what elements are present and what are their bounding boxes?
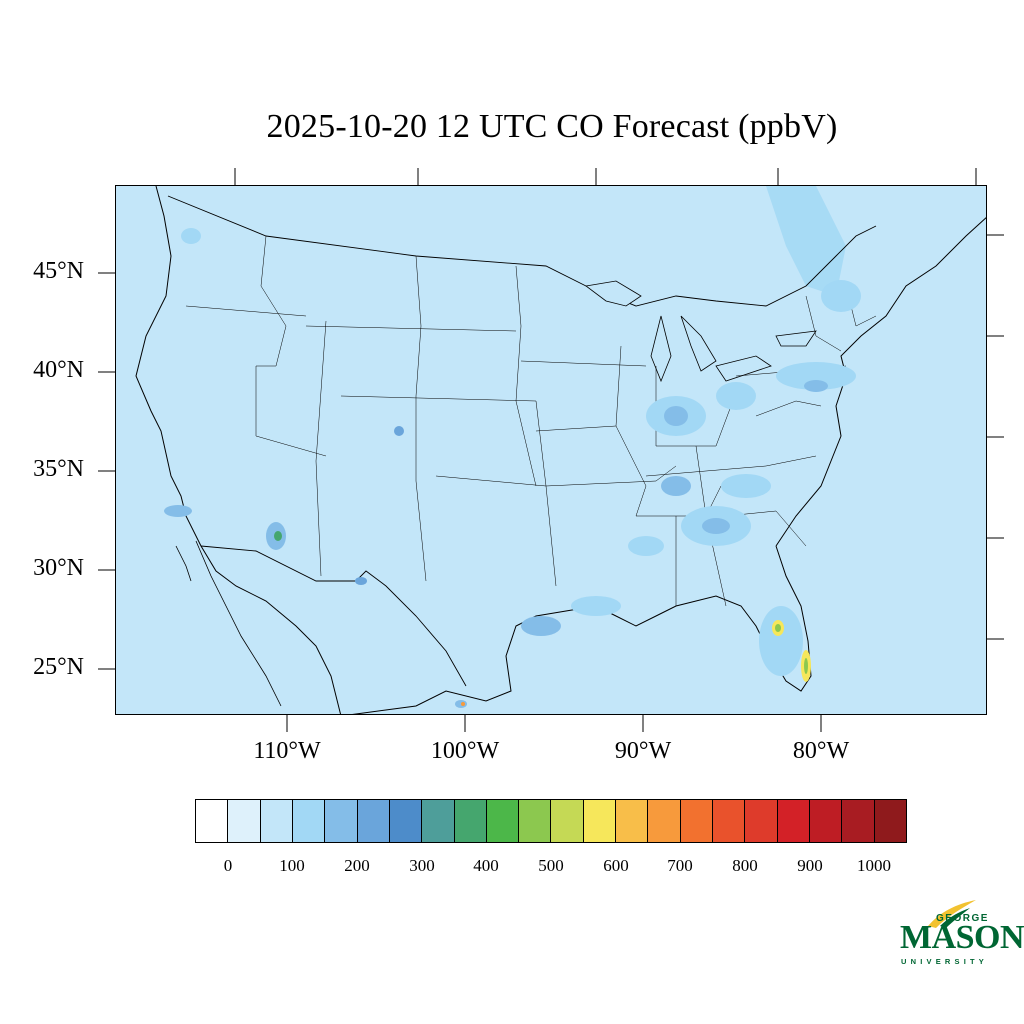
map-canvas: [135, 186, 986, 714]
colorbar-swatch: [777, 800, 810, 842]
lat-label-25n: 25°N: [33, 654, 84, 680]
great-lakes: [585, 280, 817, 383]
colorbar-swatch: [874, 800, 906, 842]
colorbar-swatch: [292, 800, 326, 842]
colorbar-swatch: [745, 800, 778, 842]
colorbar-swatch: [680, 800, 713, 842]
colorbar-swatch: [551, 800, 584, 842]
co-concentration-field: [164, 228, 861, 708]
lat-label-45n: 45°N: [33, 258, 84, 284]
colorbar-label: 500: [538, 856, 564, 875]
logo-swoosh-icon: [928, 900, 976, 928]
logo-university-text: UNIVERSITY: [901, 957, 989, 966]
colorbar-swatch: [454, 800, 487, 842]
colorbar-swatch: [260, 800, 293, 842]
logo-mason-text: MASON: [900, 919, 1024, 956]
colorbar-swatch: [196, 800, 229, 842]
colorbar-swatch: [648, 800, 681, 842]
lat-label-35n: 35°N: [33, 456, 84, 482]
colorbar-swatch: [389, 800, 423, 842]
lon-label-110w: 110°W: [253, 738, 321, 764]
lat-label-40n: 40°N: [33, 357, 84, 383]
colorbar-swatch: [713, 800, 746, 842]
colorbar-label: 300: [409, 856, 435, 875]
colorbar: [195, 799, 907, 843]
colorbar-label: 600: [603, 856, 629, 875]
colorbar-label: 1000: [857, 856, 891, 875]
colorbar-swatch: [583, 800, 617, 842]
colorbar-swatch: [357, 800, 390, 842]
state-boundaries: [185, 235, 877, 607]
coastline-gulf: [352, 545, 812, 714]
canada-border: [167, 195, 877, 307]
colorbar-label: 200: [344, 856, 370, 875]
baja: [175, 540, 282, 707]
colorbar-label: 800: [732, 856, 758, 875]
colorbar-swatch: [842, 800, 875, 842]
colorbar-swatch: [809, 800, 843, 842]
colorbar-label: 100: [279, 856, 305, 875]
colorbar-label: 700: [667, 856, 693, 875]
colorbar-label: 900: [797, 856, 823, 875]
coastline-west: [135, 186, 342, 714]
forecast-map[interactable]: [115, 185, 987, 715]
colorbar-label: 400: [473, 856, 499, 875]
colorbar-label: 0: [223, 856, 233, 875]
map-title: 2025-10-20 12 UTC CO Forecast (ppbV): [266, 108, 838, 145]
colorbar-swatch: [519, 800, 552, 842]
gmu-logo: GEORGE MASON UNIVERSITY: [898, 898, 1024, 968]
colorbar-swatch: [616, 800, 649, 842]
lon-label-90w: 90°W: [614, 738, 672, 764]
lon-label-80w: 80°W: [792, 738, 850, 764]
lon-label-100w: 100°W: [430, 738, 500, 764]
colorbar-swatch: [422, 800, 455, 842]
colorbar-swatch: [228, 800, 261, 842]
mexico-border: [200, 545, 467, 687]
colorbar-swatch: [325, 800, 358, 842]
lat-label-30n: 30°N: [33, 555, 84, 581]
logo-george-text: GEORGE: [936, 913, 989, 924]
colorbar-swatch: [486, 800, 520, 842]
